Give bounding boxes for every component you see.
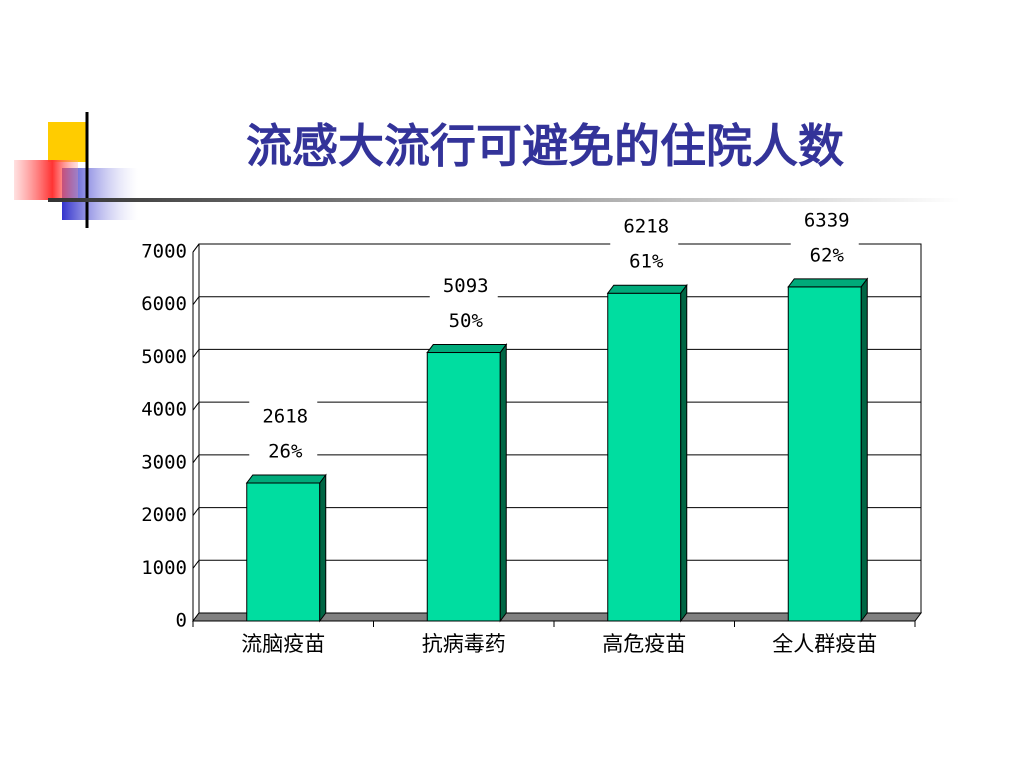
y-tick-label: 1000: [141, 557, 187, 579]
chart-title: 流感大流行可避免的住院人数: [246, 119, 844, 173]
plot-area: 0 1000 2000 3000 4000 5000 6000 7000 流脑疫苗 2618 26%…: [141, 204, 922, 656]
y-tick-label: 6000: [141, 293, 187, 315]
grid-line: [192, 507, 200, 516]
y-tick-label: 7000: [141, 241, 187, 263]
value-label: 2618: [262, 405, 308, 427]
value-label: 6339: [804, 209, 850, 231]
y-tick-label: 0: [176, 610, 187, 632]
x-tick-label: 抗病毒药: [422, 632, 506, 656]
bar: [607, 292, 682, 622]
grid-line: [192, 349, 200, 358]
x-tick-label: 高危疫苗: [602, 632, 686, 656]
grid-line: [192, 243, 200, 253]
share-label: 61%: [629, 251, 664, 273]
bar-top: [426, 344, 508, 354]
grid-line: [192, 401, 200, 411]
bar-side: [319, 473, 327, 623]
logo: [14, 112, 960, 228]
x-tick-label: 全人群疫苗: [772, 632, 877, 656]
y-tick-label: 2000: [141, 504, 187, 526]
value-label-bg: [429, 270, 498, 337]
value-label-bg: [249, 400, 318, 467]
value-label: 5093: [443, 275, 489, 297]
y-tick-label: 3000: [141, 451, 187, 473]
bar-side: [499, 343, 507, 623]
bar: [787, 286, 862, 622]
bar-top: [606, 284, 688, 294]
x-tick-label: 流脑疫苗: [241, 632, 325, 656]
bar-top: [787, 278, 869, 288]
grid-line: [192, 454, 200, 464]
bar: [246, 482, 321, 622]
bar: [426, 352, 501, 622]
value-label-bg: [790, 204, 859, 271]
value-label-bg: [610, 211, 679, 278]
y-tick-label: 5000: [141, 346, 187, 368]
grid-line: [192, 559, 200, 569]
share-label: 50%: [449, 310, 484, 332]
y-tick-label: 4000: [141, 399, 187, 421]
value-label: 6218: [623, 216, 669, 238]
bar-side: [860, 277, 868, 623]
grid-line: [192, 296, 200, 306]
share-label: 62%: [810, 244, 845, 266]
share-label: 26%: [268, 440, 303, 462]
bar-top: [245, 474, 327, 484]
bar-side: [680, 283, 688, 623]
